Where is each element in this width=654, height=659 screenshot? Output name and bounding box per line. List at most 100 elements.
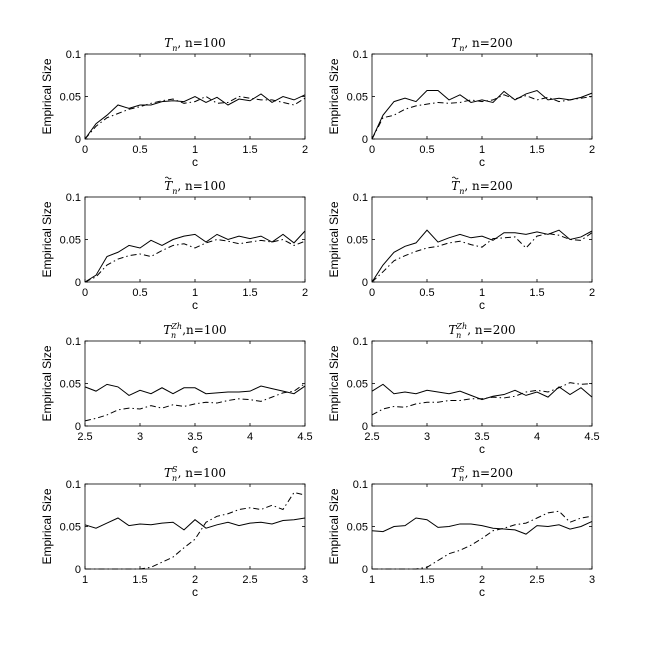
chart-title: TS n, n=200 (451, 465, 513, 483)
y-tick-label: 0.1 (66, 479, 81, 491)
y-axis-label: Empirical Size (40, 488, 54, 564)
chart-title-rest: , n=100 (177, 36, 225, 50)
y-tick-label: 0.1 (353, 192, 368, 204)
chart-panel: 0 0.5 1 1.5 2 0 0.05 0.1 c Empirical Size Tn, n=10… (40, 176, 308, 312)
chart-title: Tn, n=100 (164, 36, 226, 53)
series-line-solid (84, 93, 306, 140)
y-tick-label: 0.05 (60, 235, 81, 247)
y-axis-label: Empirical Size (40, 345, 54, 421)
chart-title: TS n, n=100 (164, 465, 226, 483)
x-tick-label: 0.5 (132, 287, 147, 299)
x-tick-label: 3 (424, 431, 430, 443)
chart-title-symbol: T (163, 323, 172, 337)
x-tick-label: 1.5 (529, 144, 544, 156)
chart-title-superscript: Zh (455, 322, 467, 331)
y-tick-label: 0.1 (66, 49, 81, 61)
x-tick-label: 0.5 (419, 144, 434, 156)
x-tick-label: 2 (192, 574, 198, 586)
y-tick-label: 0.1 (353, 49, 368, 61)
y-tick-label: 0.05 (347, 92, 368, 104)
y-tick-label: 0.1 (353, 336, 368, 348)
x-tick-label: 2 (302, 287, 308, 299)
x-tick-label: 1 (479, 144, 485, 156)
series-line-dashdot (372, 510, 593, 570)
chart-title-subscript: n (171, 331, 176, 340)
y-axis-label: Empirical Size (40, 201, 54, 277)
x-tick-label: 1.5 (242, 144, 257, 156)
series-line-dashdot (371, 382, 593, 416)
y-tick-label: 0.05 (347, 379, 368, 391)
x-axis-label: c (192, 585, 198, 599)
x-tick-label: 3 (589, 574, 595, 586)
y-tick-label: 0.05 (347, 522, 368, 534)
series-line-solid (371, 229, 593, 283)
x-tick-label: 0.5 (419, 287, 434, 299)
x-tick-label: 3 (137, 431, 143, 443)
x-tick-label: 3 (302, 574, 308, 586)
tilde-accent (164, 176, 172, 180)
series-line-solid (84, 230, 306, 283)
chart-title-symbol: T (451, 179, 460, 193)
chart-title: Tn, n=200 (451, 36, 513, 53)
x-tick-label: 2.5 (77, 431, 92, 443)
x-tick-label: 1.5 (419, 574, 434, 586)
x-tick-label: 3.5 (474, 431, 489, 443)
chart-title-subscript: n (172, 44, 177, 53)
series-line-solid (84, 517, 306, 531)
x-tick-label: 2 (479, 574, 485, 586)
chart-title-superscript: S (172, 465, 178, 474)
chart-title-subscript: n (459, 44, 464, 53)
y-tick-label: 0 (75, 134, 81, 146)
series-line-dashdot (371, 232, 593, 283)
series-line-dashdot (84, 238, 306, 283)
x-tick-label: 2.5 (364, 431, 379, 443)
x-tick-label: 1 (82, 574, 88, 586)
chart-title-subscript: n (459, 187, 464, 196)
y-tick-label: 0.1 (66, 336, 81, 348)
chart-title-symbol: T (164, 179, 173, 193)
chart-panel: 2.5 3 3.5 4 4.5 0 0.05 0.1 c Empirical Size TZh n , … (327, 322, 600, 456)
chart-title: TZh n ,n=100 (163, 322, 226, 340)
x-tick-label: 3.5 (187, 431, 202, 443)
x-tick-label: 0 (369, 144, 375, 156)
x-axis-label: c (479, 442, 485, 456)
chart-title-rest: , n=200 (465, 466, 513, 480)
plot-area (371, 53, 593, 140)
y-tick-label: 0.1 (66, 192, 81, 204)
x-tick-label: 1.5 (132, 574, 147, 586)
chart-panel: 1 1.5 2 2.5 3 0 0.05 0.1 c Empirical Size TS n, n=2… (327, 465, 595, 599)
chart-title: Tn, n=100 (164, 179, 226, 196)
y-axis-label: Empirical Size (327, 345, 341, 421)
y-axis-label: Empirical Size (327, 58, 341, 134)
chart-title-rest: ,n=100 (182, 323, 227, 337)
x-tick-label: 2.5 (242, 574, 257, 586)
series-line-dashdot (371, 94, 593, 140)
plot-area (371, 340, 593, 427)
x-axis-label: c (192, 298, 198, 312)
y-tick-label: 0 (75, 564, 81, 576)
x-tick-label: 0 (369, 287, 375, 299)
chart-title-symbol: T (448, 323, 457, 337)
y-axis-label: Empirical Size (40, 58, 54, 134)
chart-panel: 0 0.5 1 1.5 2 0 0.05 0.1 c Empirical Size Tn, n=20… (327, 176, 595, 312)
x-tick-label: 4.5 (297, 431, 312, 443)
chart-title-subscript: n (172, 474, 177, 483)
x-tick-label: 2.5 (529, 574, 544, 586)
plot-area (84, 196, 306, 283)
chart-title-symbol: T (164, 466, 173, 480)
x-axis-label: c (192, 155, 198, 169)
chart-panel: 0 0.5 1 1.5 2 0 0.05 0.1 c Empirical Size Tn, n=20… (327, 36, 595, 169)
chart-title-symbol: T (451, 466, 460, 480)
x-tick-label: 2 (302, 144, 308, 156)
chart-title-subscript: n (172, 187, 177, 196)
x-tick-label: 1.5 (242, 287, 257, 299)
y-tick-label: 0.05 (60, 522, 81, 534)
y-tick-label: 0 (362, 277, 368, 289)
series-line-solid (84, 383, 306, 396)
x-tick-label: 2 (589, 287, 595, 299)
x-tick-label: 1.5 (529, 287, 544, 299)
y-tick-label: 0 (75, 421, 81, 433)
x-tick-label: 2 (589, 144, 595, 156)
